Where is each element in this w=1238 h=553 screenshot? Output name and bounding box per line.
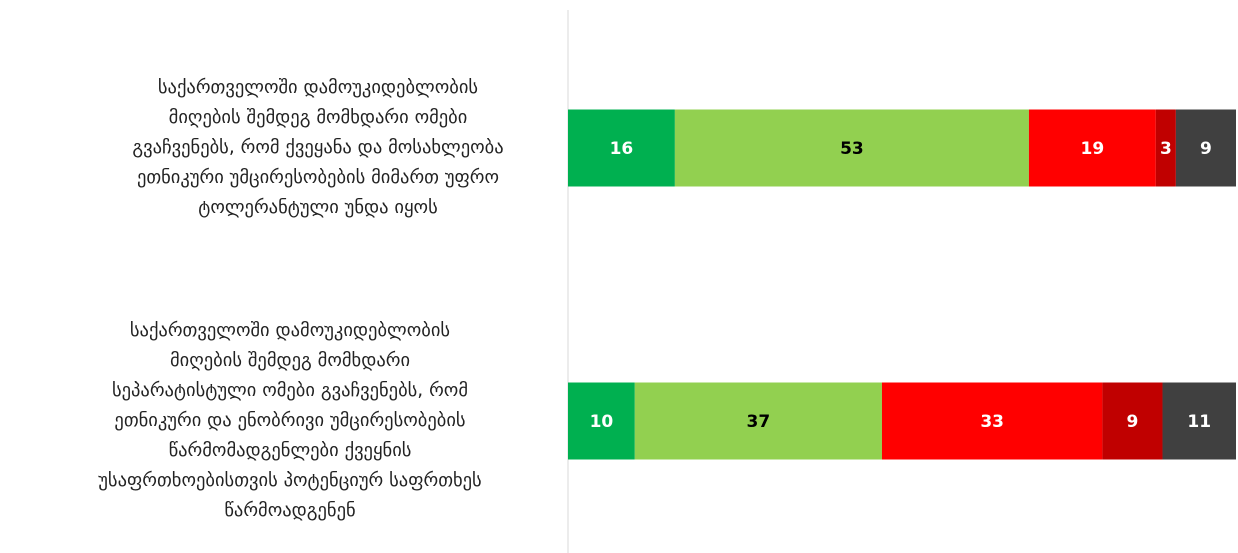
bar-segment (1175, 109, 1236, 187)
bar-segment (674, 109, 1029, 187)
bar-segment (1028, 109, 1156, 187)
data-label: 16 (610, 139, 634, 159)
bar-segment (881, 382, 1103, 460)
bar-segment (1102, 382, 1163, 460)
data-label: 3 (1160, 139, 1172, 159)
data-label: 11 (1187, 412, 1211, 432)
bar-segment (568, 109, 675, 187)
bar-segment (1155, 109, 1176, 187)
data-label: 19 (1081, 139, 1105, 159)
bar-segment (1162, 382, 1236, 460)
data-label: 33 (980, 412, 1004, 432)
data-label: 53 (840, 139, 864, 159)
bar-segment (568, 382, 635, 460)
data-label: 9 (1200, 139, 1212, 159)
category-label: საქართველოში დამოუკიდებლობის მიღების შემ… (132, 77, 504, 218)
bar-segment (634, 382, 882, 460)
data-label: 37 (747, 412, 771, 432)
data-label: 10 (590, 412, 614, 432)
data-label: 9 (1127, 412, 1139, 432)
category-label: საქართველოში დამოუკიდებლობის მიღების შემ… (98, 320, 482, 521)
